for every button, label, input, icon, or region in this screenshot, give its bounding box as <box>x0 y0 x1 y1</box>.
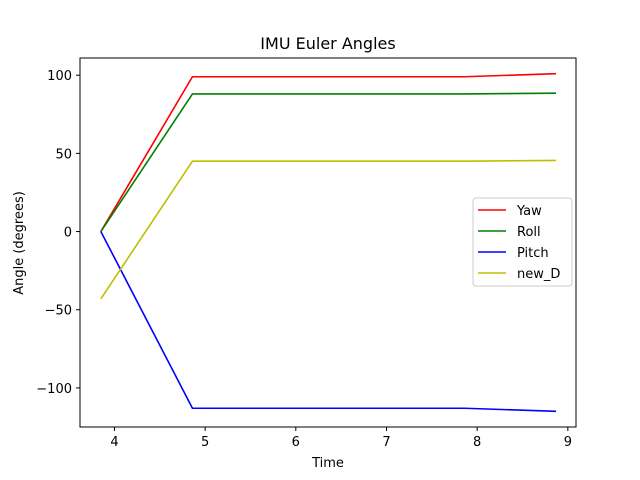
x-tick-label: 8 <box>473 435 481 450</box>
legend: Yaw Roll Pitch new_D <box>472 197 573 287</box>
series-line-yaw <box>100 72 557 232</box>
y-tick-label: 0 <box>64 226 72 241</box>
chart-title: IMU Euler Angles <box>260 34 395 53</box>
y-tick-label: −50 <box>45 304 72 319</box>
y-tick-label: 100 <box>47 69 72 84</box>
x-axis-label: Time <box>311 456 344 471</box>
x-tick-label: 7 <box>382 435 390 450</box>
y-axis-label: Angle (degrees) <box>12 191 27 295</box>
x-tick-label: 4 <box>110 435 118 450</box>
x-tick-label: 6 <box>292 435 300 450</box>
x-axis: 4 5 6 7 8 9 <box>110 427 572 450</box>
y-axis: 100 50 0 −50 −100 <box>36 69 80 397</box>
y-tick-label: 50 <box>55 147 72 162</box>
series-line-pitch <box>100 231 557 413</box>
legend-frame <box>472 197 573 287</box>
plot-frame <box>79 57 577 428</box>
y-tick-label: −100 <box>36 382 72 397</box>
legend-label-new-d: new_D <box>517 267 560 282</box>
x-tick-label: 9 <box>564 435 572 450</box>
legend-label-pitch: Pitch <box>517 246 549 261</box>
legend-label-roll: Roll <box>517 225 541 240</box>
plot-lines <box>100 72 557 413</box>
legend-label-yaw: Yaw <box>516 204 542 219</box>
series-line-new-d <box>100 159 557 300</box>
x-tick-label: 5 <box>201 435 209 450</box>
series-line-roll <box>100 92 557 233</box>
